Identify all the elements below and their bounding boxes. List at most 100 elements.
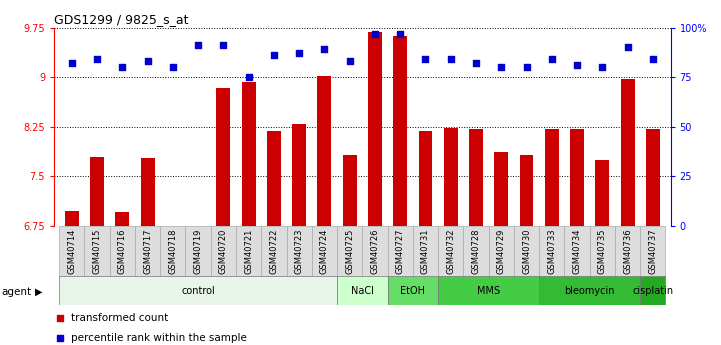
Bar	[191, 226, 205, 228]
Text: control: control	[181, 286, 215, 296]
Text: GSM40734: GSM40734	[572, 228, 582, 274]
Point	[344, 59, 355, 64]
Point	[470, 61, 482, 66]
Text: GSM40720: GSM40720	[219, 228, 228, 274]
Text: GSM40715: GSM40715	[92, 228, 102, 274]
Text: EtOH: EtOH	[400, 286, 425, 296]
Bar	[388, 276, 438, 305]
Text: GSM40716: GSM40716	[118, 228, 127, 274]
Bar	[363, 226, 388, 278]
Bar	[393, 36, 407, 226]
Point	[596, 65, 608, 70]
Point	[495, 65, 507, 70]
Text: GSM40724: GSM40724	[320, 228, 329, 274]
Point	[92, 57, 103, 62]
Text: GSM40737: GSM40737	[648, 228, 658, 274]
Bar	[438, 276, 539, 305]
Point	[117, 65, 128, 70]
Text: MMS: MMS	[477, 286, 500, 296]
Point	[521, 65, 532, 70]
Point	[647, 57, 658, 62]
Point	[420, 57, 431, 62]
Bar	[337, 276, 388, 305]
Point	[394, 31, 406, 36]
Bar	[160, 226, 185, 278]
Bar	[110, 226, 135, 278]
Bar	[292, 124, 306, 226]
Text: agent: agent	[1, 287, 32, 296]
Bar	[646, 129, 660, 226]
Bar	[59, 226, 84, 278]
Bar	[141, 158, 154, 226]
Bar	[621, 79, 634, 226]
Point	[546, 57, 557, 62]
Text: GSM40721: GSM40721	[244, 228, 253, 274]
Bar	[368, 32, 382, 226]
Text: GSM40733: GSM40733	[547, 228, 557, 274]
Bar	[236, 226, 261, 278]
Bar	[65, 211, 79, 226]
Point	[218, 43, 229, 48]
Bar	[539, 226, 565, 278]
Bar	[216, 88, 230, 226]
Text: GSM40727: GSM40727	[396, 228, 404, 274]
Bar	[418, 131, 433, 226]
Text: bleomycin: bleomycin	[565, 286, 615, 296]
Text: percentile rank within the sample: percentile rank within the sample	[71, 333, 247, 343]
Text: GSM40729: GSM40729	[497, 228, 505, 274]
Bar	[570, 129, 584, 226]
Bar	[337, 226, 363, 278]
Text: GSM40728: GSM40728	[472, 228, 480, 274]
Point	[66, 61, 78, 66]
Bar	[115, 212, 129, 226]
Point	[243, 75, 255, 80]
Bar	[185, 226, 211, 278]
Bar	[261, 226, 286, 278]
Text: GSM40726: GSM40726	[371, 228, 379, 274]
Bar	[615, 226, 640, 278]
Point	[369, 31, 381, 36]
Text: GSM40736: GSM40736	[623, 228, 632, 274]
Point	[319, 47, 330, 52]
Bar	[464, 226, 489, 278]
Point	[622, 45, 633, 50]
Text: NaCl: NaCl	[351, 286, 373, 296]
Text: GSM40723: GSM40723	[295, 228, 304, 274]
Text: GSM40725: GSM40725	[345, 228, 354, 274]
Text: GSM40717: GSM40717	[143, 228, 152, 274]
Bar	[640, 276, 665, 305]
Bar	[520, 155, 534, 226]
Bar	[311, 226, 337, 278]
Bar	[489, 226, 514, 278]
Bar	[90, 157, 104, 226]
Text: cisplatin: cisplatin	[632, 286, 673, 296]
Text: GDS1299 / 9825_s_at: GDS1299 / 9825_s_at	[54, 13, 189, 27]
Bar	[565, 226, 590, 278]
Bar	[469, 129, 483, 226]
Bar	[438, 226, 464, 278]
Text: transformed count: transformed count	[71, 313, 169, 323]
Text: GSM40732: GSM40732	[446, 228, 455, 274]
Point	[293, 51, 305, 56]
Bar	[166, 226, 180, 232]
Bar	[286, 226, 311, 278]
Bar	[413, 226, 438, 278]
Bar	[242, 82, 255, 226]
Bar	[545, 129, 559, 226]
Bar	[342, 155, 357, 226]
Point	[167, 65, 179, 70]
Bar	[514, 226, 539, 278]
Bar	[211, 226, 236, 278]
Text: GSM40714: GSM40714	[67, 228, 76, 274]
Bar	[444, 128, 458, 226]
Text: GSM40722: GSM40722	[270, 228, 278, 274]
Text: GSM40731: GSM40731	[421, 228, 430, 274]
Bar	[59, 276, 337, 305]
Text: GSM40735: GSM40735	[598, 228, 607, 274]
Bar	[596, 160, 609, 226]
Point	[445, 57, 456, 62]
Text: GSM40718: GSM40718	[168, 228, 177, 274]
Bar	[640, 226, 665, 278]
Point	[142, 59, 154, 64]
Point	[55, 315, 66, 321]
